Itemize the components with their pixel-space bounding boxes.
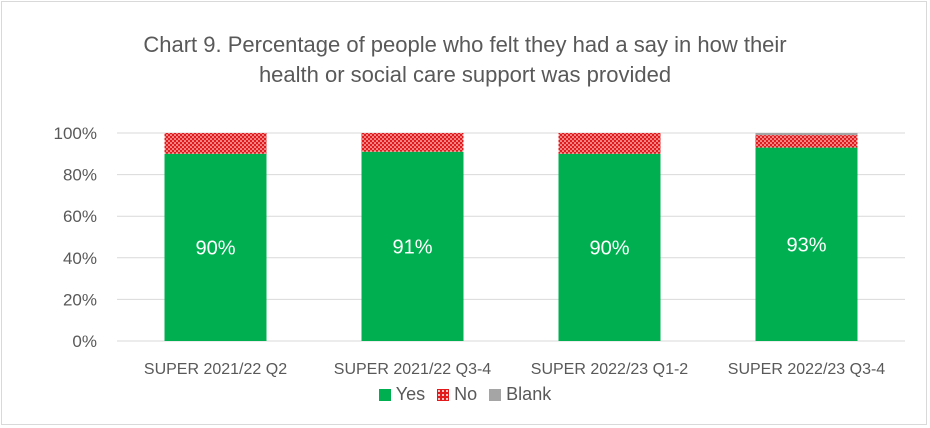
- chart-legend: Yes No Blank: [0, 384, 930, 405]
- x-category-label: SUPER 2022/23 Q1-2: [531, 361, 689, 378]
- data-label: 93%: [786, 234, 826, 256]
- bar-no: [361, 133, 464, 152]
- x-category-label: SUPER 2021/22 Q2: [144, 361, 287, 378]
- y-tick-label: 80%: [63, 166, 97, 185]
- legend-label-no: No: [454, 384, 478, 404]
- chart-title-line-1: Chart 9. Percentage of people who felt t…: [143, 32, 787, 57]
- legend-swatch-yes: [378, 388, 391, 401]
- y-tick-label: 0%: [72, 332, 97, 351]
- bar-no: [164, 133, 267, 154]
- chart-title: Chart 9. Percentage of people who felt t…: [0, 30, 930, 90]
- y-tick-label: 100%: [54, 124, 97, 143]
- y-tick-label: 20%: [63, 290, 97, 309]
- legend-item-yes: Yes: [378, 384, 426, 405]
- data-label: 90%: [589, 237, 629, 259]
- bar-no: [558, 133, 661, 154]
- legend-item-no: No: [437, 384, 477, 405]
- data-label: 90%: [195, 237, 235, 259]
- x-category-label: SUPER 2021/22 Q3-4: [334, 361, 492, 378]
- y-tick-label: 40%: [63, 249, 97, 268]
- bar-yes: [164, 153, 267, 341]
- bar-yes: [361, 151, 464, 341]
- bar-yes: [755, 147, 858, 341]
- legend-label-yes: Yes: [395, 384, 426, 404]
- bar-blank: [755, 133, 858, 136]
- bar-no: [755, 135, 858, 148]
- chart-title-line-2: health or social care support was provid…: [258, 62, 672, 87]
- legend-label-blank: Blank: [506, 384, 552, 404]
- bar-yes: [558, 153, 661, 341]
- data-label: 91%: [392, 236, 432, 258]
- legend-swatch-no: [437, 388, 450, 401]
- legend-item-blank: Blank: [489, 384, 551, 405]
- x-category-label: SUPER 2022/23 Q3-4: [728, 361, 886, 378]
- legend-swatch-blank: [489, 388, 502, 401]
- y-tick-label: 60%: [63, 207, 97, 226]
